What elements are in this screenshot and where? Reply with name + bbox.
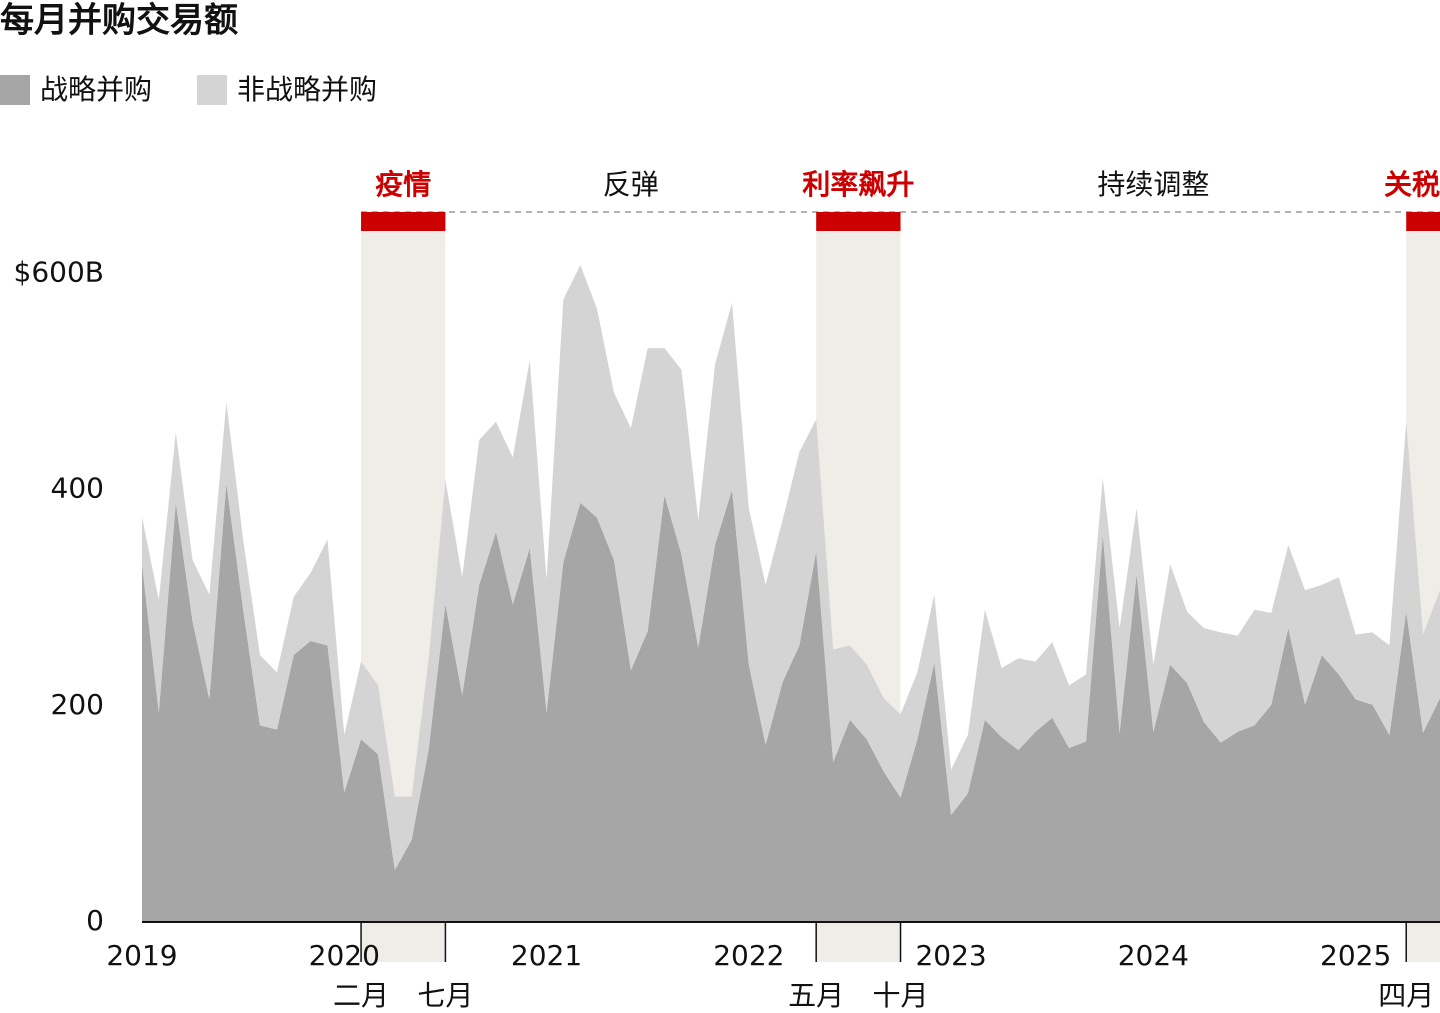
period-label: 关税 — [1384, 168, 1440, 201]
y-tick-label: $600B — [14, 256, 104, 289]
period-bar — [816, 212, 901, 231]
legend-label: 非战略并购 — [237, 73, 377, 106]
x-tick-label: 2025 — [1320, 939, 1391, 972]
legend-swatch — [0, 75, 30, 105]
period-bar — [361, 212, 446, 231]
area — [142, 483, 1440, 922]
period-month-label: 二月 — [333, 979, 389, 1012]
x-tick-label: 2019 — [106, 939, 177, 972]
legend-swatch — [197, 75, 227, 105]
period-month-label: 四月 — [1378, 979, 1434, 1012]
y-tick-label: 0 — [86, 904, 104, 937]
x-tick-label: 2023 — [915, 939, 986, 972]
area — [142, 264, 1440, 871]
period-month-label: 七月 — [417, 979, 473, 1012]
period-bar — [1406, 212, 1440, 231]
period-label: 持续调整 — [1097, 168, 1209, 201]
chart-title: 每月并购交易额 — [0, 1, 238, 41]
x-tick-label: 2021 — [511, 939, 582, 972]
legend-label: 战略并购 — [40, 73, 152, 106]
period-month-label: 十月 — [873, 979, 929, 1012]
x-tick-label: 2022 — [713, 939, 784, 972]
x-tick-label: 2020 — [309, 939, 380, 972]
x-tick-label: 2024 — [1118, 939, 1189, 972]
y-tick-label: 200 — [51, 688, 104, 721]
period-month-label: 五月 — [788, 979, 844, 1012]
y-tick-label: 400 — [51, 472, 104, 505]
period-label: 反弹 — [603, 168, 659, 201]
period-label: 利率飙升 — [802, 168, 914, 201]
period-label: 疫情 — [375, 168, 431, 201]
